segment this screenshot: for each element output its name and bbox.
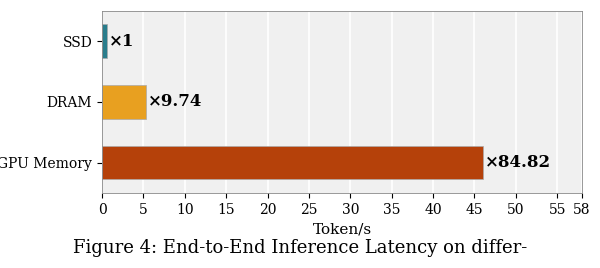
Text: ×1: ×1 [109,33,134,50]
Text: ×84.82: ×84.82 [485,154,551,171]
Bar [102,24,107,58]
Text: Figure 4: End-to-End Inference Latency on differ-: Figure 4: End-to-End Inference Latency o… [73,239,527,257]
Text: ×9.74: ×9.74 [148,93,203,110]
Bar [102,85,146,118]
Bar [102,146,482,179]
X-axis label: Token/s: Token/s [313,222,371,236]
